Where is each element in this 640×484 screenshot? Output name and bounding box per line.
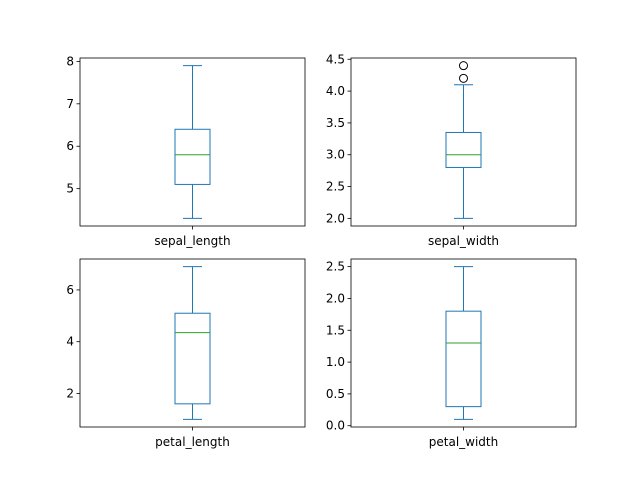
y-tick-label: 4.0 — [326, 84, 345, 98]
outlier-point — [459, 61, 468, 71]
x-tick-label: sepal_width — [428, 234, 499, 248]
y-tick-label: 8 — [66, 54, 74, 68]
y-tick-label: 3.5 — [326, 116, 345, 130]
subplot-sepal_length: 5 6 7 8 sepal_length — [66, 54, 306, 248]
y-tick-label: 2.5 — [326, 260, 345, 274]
subplot-petal_length: 2 4 6 petal_length — [66, 258, 306, 449]
box — [174, 312, 211, 405]
outlier-point — [459, 73, 468, 83]
y-tick-label: 5 — [66, 182, 74, 196]
x-tick-label: sepal_length — [154, 234, 230, 248]
y-tick-label: 3.0 — [326, 148, 345, 162]
subplot-petal_width: 0.0 0.5 1.0 1.5 2.0 2.5 petal_width — [326, 258, 577, 449]
box — [174, 128, 211, 185]
y-tick-label: 2.0 — [326, 291, 345, 305]
y-tick-label: 6 — [66, 283, 74, 297]
x-tick-label: petal_length — [155, 435, 230, 449]
x-tick-label: petal_width — [429, 435, 498, 449]
y-tick-label: 2.5 — [326, 180, 345, 194]
subplot-sepal_width: 2.0 2.5 3.0 3.5 4.0 4.5 sepal_width — [326, 52, 577, 248]
y-tick-label: 2 — [66, 386, 74, 400]
y-tick-label: 4.5 — [326, 52, 345, 66]
y-tick-label: 6 — [66, 139, 74, 153]
y-tick-label: 1.0 — [326, 355, 345, 369]
y-tick-label: 4 — [66, 335, 74, 349]
y-tick-label: 1.5 — [326, 323, 345, 337]
y-tick-label: 0.5 — [326, 387, 345, 401]
y-tick-label: 2.0 — [326, 211, 345, 225]
box — [445, 131, 482, 168]
y-tick-label: 0.0 — [326, 419, 345, 433]
box — [445, 310, 482, 408]
y-tick-label: 7 — [66, 97, 74, 111]
